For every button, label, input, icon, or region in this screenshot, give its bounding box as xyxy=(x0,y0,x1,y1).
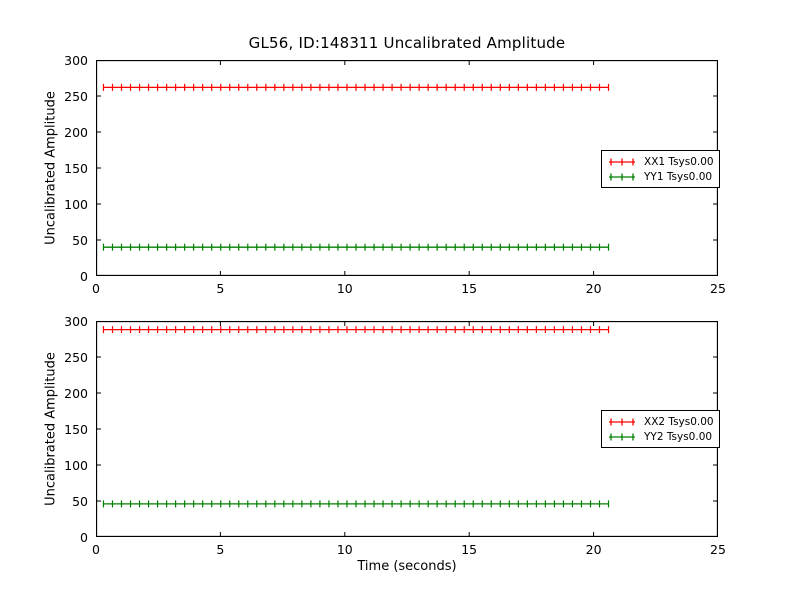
y-tick-label: 150 xyxy=(64,421,88,437)
x-tick-label: 0 xyxy=(92,281,100,296)
y-tick-label: 50 xyxy=(72,493,88,509)
x-tick-label: 10 xyxy=(336,281,353,296)
x-tick-label: 15 xyxy=(461,542,478,557)
y-tick-label: 100 xyxy=(64,196,88,212)
errorbar-line-marker-icon xyxy=(609,418,635,425)
x-axis-label: Time (seconds) xyxy=(357,559,457,574)
legend-entry: XX2 Tsys0.00 xyxy=(607,414,714,429)
legend-label: XX2 Tsys0.00 xyxy=(644,415,714,428)
figure-title: GL56, ID:148311 Uncalibrated Amplitude xyxy=(248,34,566,52)
legend-top: XX1 Tsys0.00 YY1 Tsys0.00 xyxy=(601,150,720,188)
y-tick-label: 0 xyxy=(80,268,88,284)
x-tick-label: 5 xyxy=(216,542,225,557)
errorbar-line-marker-icon xyxy=(609,173,635,180)
y-tick-label: 300 xyxy=(64,52,88,68)
x-tick-labels-bottom: 0 5 10 15 20 25 xyxy=(92,540,726,558)
legend-label: YY2 Tsys0.00 xyxy=(644,430,713,443)
y-tick-label: 300 xyxy=(64,313,88,329)
x-tick-label: 10 xyxy=(336,542,353,557)
x-tick-label: 25 xyxy=(710,281,726,296)
y-tick-labels-top: 0 50 100 150 200 250 300 xyxy=(0,53,88,284)
x-tick-label: 20 xyxy=(585,542,602,557)
legend-label: YY1 Tsys0.00 xyxy=(644,170,713,183)
plot-area-bottom xyxy=(96,321,718,537)
y-tick-label: 100 xyxy=(64,457,88,473)
x-tick-labels-top: 0 5 10 15 20 25 xyxy=(92,279,726,297)
legend-entry: YY2 Tsys0.00 xyxy=(607,429,714,444)
x-tick-label: 15 xyxy=(461,281,478,296)
x-tick-label: 25 xyxy=(710,542,726,557)
y-tick-label: 250 xyxy=(64,349,88,365)
y-tick-label: 0 xyxy=(80,529,88,545)
x-tick-label: 0 xyxy=(92,542,100,557)
y-tick-labels-bottom: 0 50 100 150 200 250 300 xyxy=(0,314,88,545)
legend-bottom: XX2 Tsys0.00 YY2 Tsys0.00 xyxy=(601,410,720,448)
y-tick-label: 150 xyxy=(64,160,88,176)
x-tick-label: 20 xyxy=(585,281,602,296)
y-tick-label: 200 xyxy=(64,385,88,401)
y-tick-label: 50 xyxy=(72,232,88,248)
x-tick-label: 5 xyxy=(216,281,225,296)
errorbar-line-marker-icon xyxy=(609,433,635,440)
errorbar-line-marker-icon xyxy=(609,158,635,165)
y-tick-label: 200 xyxy=(64,124,88,140)
legend-label: XX1 Tsys0.00 xyxy=(644,155,714,168)
y-tick-label: 250 xyxy=(64,88,88,104)
legend-entry: YY1 Tsys0.00 xyxy=(607,169,714,184)
legend-entry: XX1 Tsys0.00 xyxy=(607,154,714,169)
